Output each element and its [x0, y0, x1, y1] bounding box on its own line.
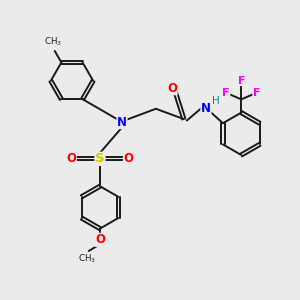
Text: N: N [201, 102, 211, 115]
Text: O: O [95, 233, 105, 246]
Text: O: O [66, 152, 76, 165]
Text: F: F [222, 88, 230, 98]
Text: CH$_3$: CH$_3$ [78, 253, 96, 265]
Text: N: N [117, 116, 127, 128]
Text: H: H [212, 96, 220, 106]
Text: O: O [167, 82, 177, 95]
Text: F: F [238, 76, 245, 85]
Text: O: O [124, 152, 134, 165]
Text: S: S [95, 152, 105, 165]
Text: F: F [253, 88, 260, 98]
Text: CH$_3$: CH$_3$ [44, 35, 62, 48]
